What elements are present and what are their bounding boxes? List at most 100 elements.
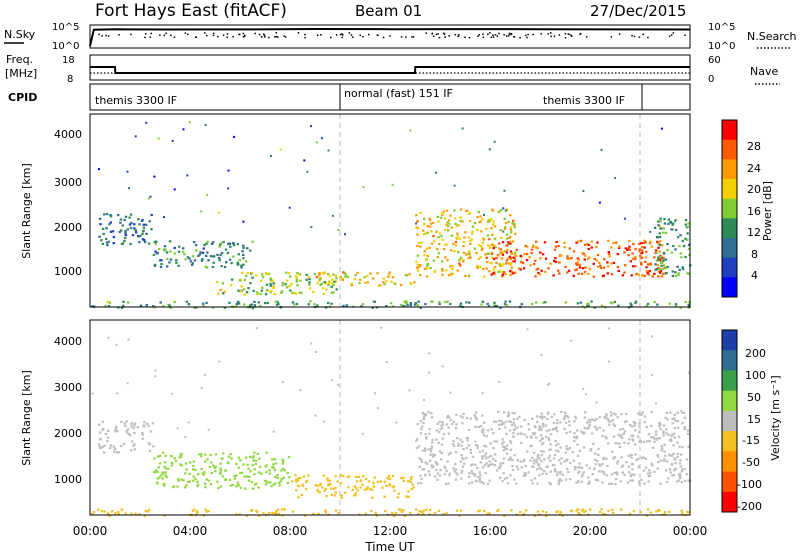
heatmap-cell (133, 424, 136, 427)
heatmap-cell (438, 450, 442, 453)
heatmap-cell (276, 476, 279, 479)
heatmap-cell (332, 487, 335, 490)
heatmap-cell (219, 243, 222, 246)
heatmap-cell (453, 463, 457, 466)
heatmap-cell (493, 464, 496, 467)
heatmap-cell (575, 241, 578, 244)
heatmap-cell (559, 470, 562, 474)
heatmap-cell (570, 510, 573, 513)
heatmap-cell (468, 212, 472, 215)
heatmap-cell (489, 442, 492, 445)
heatmap-cell (446, 300, 449, 303)
heatmap-cell (314, 351, 317, 353)
heatmap-cell (191, 468, 195, 471)
heatmap-cell (439, 428, 442, 431)
heatmap-cell (624, 247, 627, 250)
heatmap-cell (241, 250, 244, 253)
heatmap-cell (397, 508, 401, 511)
heatmap-cell (141, 233, 144, 236)
heatmap-cell (487, 456, 490, 459)
heatmap-cell (501, 253, 504, 256)
heatmap-cell (482, 482, 486, 485)
heatmap-cell (640, 242, 643, 245)
heatmap-cell (665, 481, 669, 484)
heatmap-cell (634, 300, 638, 303)
heatmap-cell (303, 514, 307, 517)
heatmap-cell (564, 451, 567, 454)
heatmap-cell (583, 427, 587, 430)
heatmap-cell (465, 436, 468, 440)
xtick-2400: 00:00 (673, 524, 708, 538)
heatmap-cell (339, 474, 343, 477)
heatmap-cell (296, 484, 300, 487)
heatmap-cell (535, 458, 538, 461)
heatmap-cell (261, 286, 264, 289)
heatmap-cell (213, 466, 216, 469)
heatmap-cell (488, 148, 491, 151)
heatmap-cell (403, 300, 406, 303)
heatmap-cell (152, 445, 155, 448)
heatmap-cell (399, 508, 402, 511)
heatmap-cell (530, 251, 533, 255)
heatmap-cell (504, 226, 507, 229)
heatmap-cell (567, 269, 571, 272)
heatmap-cell (422, 417, 426, 421)
heatmap-cell (228, 258, 232, 261)
heatmap-cell (584, 393, 587, 396)
heatmap-cell (665, 460, 669, 463)
heatmap-cell (680, 256, 683, 259)
heatmap-cell (453, 250, 456, 253)
nsky-series (89, 27, 691, 47)
heatmap-cell (470, 464, 473, 467)
heatmap-cell (201, 472, 204, 475)
heatmap-cell (445, 209, 449, 212)
heatmap-cell (553, 428, 556, 431)
heatmap-cell (603, 416, 606, 419)
heatmap-cell (169, 306, 172, 309)
heatmap-cell (413, 281, 416, 284)
heatmap-cell (536, 453, 540, 456)
heatmap-cell (415, 260, 418, 263)
heatmap-cell (671, 422, 674, 425)
heatmap-cell (132, 427, 135, 430)
heatmap-cell (536, 468, 539, 471)
heatmap-cell (509, 228, 513, 231)
heatmap-cell (242, 463, 245, 466)
heatmap-cell (130, 221, 133, 224)
heatmap-cell (634, 429, 637, 432)
heatmap-cell (242, 244, 245, 247)
heatmap-cell (184, 462, 188, 465)
heatmap-cell (322, 292, 326, 295)
heatmap-cell (314, 484, 317, 487)
heatmap-cell (237, 263, 240, 266)
heatmap-cell (437, 252, 440, 255)
heatmap-cell (649, 230, 652, 233)
heatmap-cell (274, 475, 277, 479)
heatmap-cell (400, 477, 403, 480)
heatmap-cell (540, 460, 543, 463)
heatmap-cell (115, 425, 118, 428)
heatmap-cell (676, 411, 679, 414)
heatmap-cell (108, 447, 112, 450)
heatmap-cell (643, 415, 647, 418)
heatmap-cell (599, 266, 603, 270)
heatmap-cell (547, 437, 551, 440)
heatmap-cell (307, 276, 311, 279)
heatmap-cell (145, 121, 148, 124)
heatmap-cell (547, 267, 550, 270)
heatmap-cell (576, 261, 579, 264)
heatmap-cell (102, 232, 105, 236)
heatmap-cell (520, 425, 523, 428)
heatmap-cell (587, 243, 590, 246)
heatmap-cell (323, 489, 326, 492)
heatmap-cell (120, 306, 124, 309)
heatmap-cell (479, 425, 483, 428)
heatmap-cell (166, 265, 169, 268)
heatmap-cell (219, 485, 223, 488)
heatmap-cell (526, 328, 529, 331)
heatmap-cell (509, 441, 513, 444)
heatmap-cell (443, 465, 446, 468)
heatmap-cell (366, 281, 369, 284)
heatmap-cell (451, 265, 454, 268)
heatmap-cell (374, 512, 377, 515)
